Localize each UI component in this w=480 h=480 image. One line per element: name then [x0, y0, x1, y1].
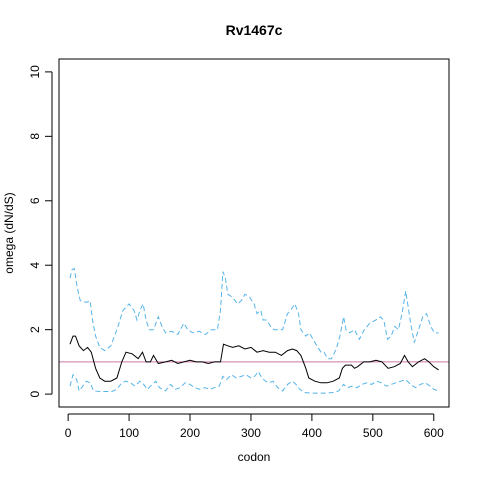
x-axis-label: codon: [238, 450, 271, 464]
y-axis-label: omega (dN/dS): [2, 192, 16, 273]
y-tick-label: 2: [28, 326, 42, 333]
plot-area: [59, 267, 449, 394]
series-lower-line: [69, 370, 439, 394]
x-axis: 0 100 200 300 400 500 600: [65, 413, 444, 440]
y-tick-label: 0: [28, 390, 42, 397]
chart-title: Rv1467c: [226, 22, 283, 38]
x-tick-label: 300: [241, 426, 261, 440]
x-tick-label: 200: [180, 426, 200, 440]
y-tick-label: 6: [28, 197, 42, 204]
series-estimate-line: [69, 335, 439, 384]
x-tick-label: 500: [363, 426, 383, 440]
x-tick-label: 100: [119, 426, 139, 440]
series-upper-line: [69, 267, 439, 360]
x-tick-label: 400: [302, 426, 322, 440]
plot-frame: [58, 58, 450, 408]
x-tick-label: 0: [65, 426, 72, 440]
y-tick-label: 10: [28, 65, 42, 79]
x-tick-label: 600: [424, 426, 444, 440]
y-tick-label: 4: [28, 262, 42, 269]
y-tick-label: 8: [28, 133, 42, 140]
y-axis: 0 2 4 6 8 10: [28, 65, 53, 397]
